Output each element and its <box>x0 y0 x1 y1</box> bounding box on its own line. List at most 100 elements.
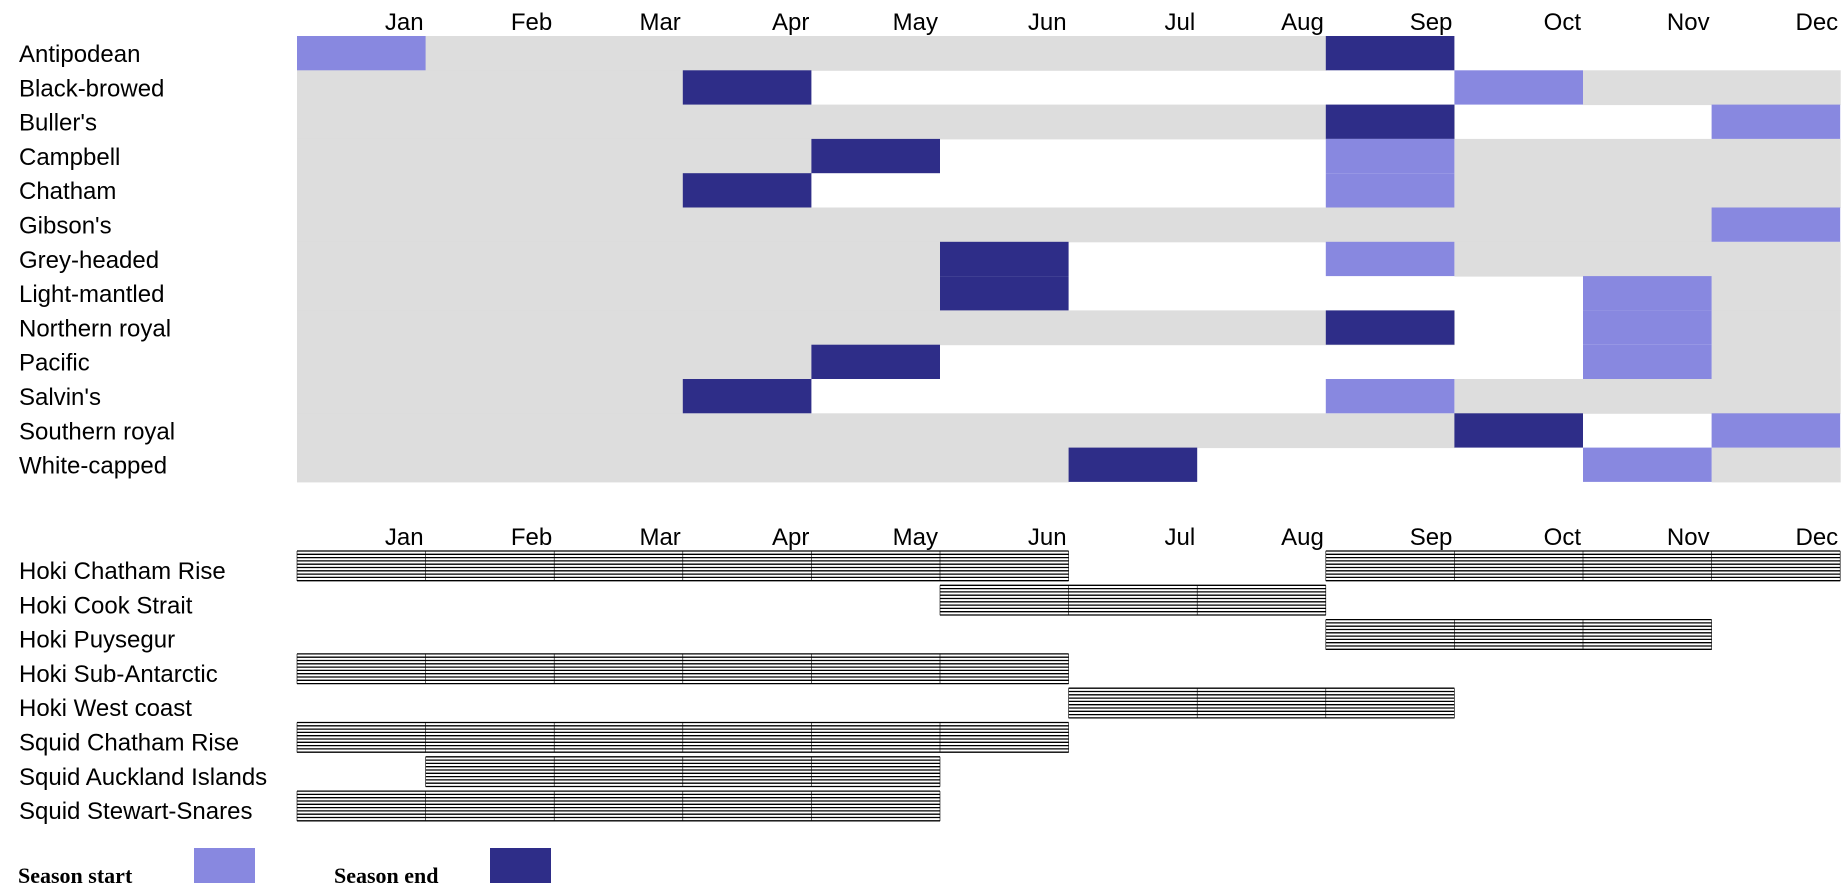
legend-end-swatch <box>490 848 551 883</box>
row-label: Salvin's <box>19 384 101 411</box>
row-label: Northern royal <box>19 315 171 342</box>
fishing-season-bar <box>1068 687 1455 719</box>
month-tick-label: Aug <box>1281 524 1324 551</box>
season-start-bar <box>1583 447 1712 482</box>
season-end-bar <box>1068 447 1198 482</box>
chart-text-layer: Jan Feb Mar Apr May Jun Jul Aug Sep Oct Nov Dec Anti… <box>19 9 1838 825</box>
row-label: Squid Auckland Islands <box>19 764 267 791</box>
breeding-period-bar <box>297 379 684 414</box>
row-label: Hoki West coast <box>19 695 192 722</box>
breeding-period-bar <box>297 70 684 106</box>
legend-start-label: Season start <box>18 863 133 888</box>
season-end-bar <box>811 138 940 174</box>
breeding-period-bar <box>1454 173 1841 208</box>
row-label: Squid Stewart-Snares <box>19 798 252 825</box>
month-tick-label: Jan <box>385 524 424 551</box>
legend-start-swatch <box>194 848 255 883</box>
fishing-season-bar <box>425 756 941 788</box>
month-tick-label: Feb <box>511 9 552 36</box>
season-start-bar <box>1711 413 1841 448</box>
month-tick-label: Mar <box>639 524 680 551</box>
breeding-period-bar <box>297 344 812 380</box>
row-label: Gibson's <box>19 213 112 240</box>
row-label: Hoki Sub-Antarctic <box>19 661 218 688</box>
breeding-period-bar <box>297 207 1713 243</box>
breeding-period-bar <box>297 173 684 208</box>
season-end-bar <box>1325 104 1455 139</box>
season-start-bar <box>1325 173 1455 208</box>
season-start-bar <box>1711 207 1841 242</box>
season-end-bar <box>811 344 940 379</box>
row-label: Campbell <box>19 144 120 171</box>
season-start-bar <box>1325 138 1455 174</box>
fishing-season-bar <box>296 721 1069 753</box>
fishing-season-bar <box>296 790 941 822</box>
month-tick-label: Sep <box>1410 524 1453 551</box>
chart-background-layer <box>297 36 1841 483</box>
month-tick-label: Nov <box>1667 9 1710 36</box>
month-tick-label: Oct <box>1544 9 1582 36</box>
legend: Season start Season end <box>18 848 551 888</box>
fishing-season-bar <box>1325 550 1841 582</box>
breeding-period-bar <box>297 413 1455 449</box>
breeding-period-bar <box>1711 310 1841 346</box>
month-tick-label: Feb <box>511 524 552 551</box>
season-end-bar <box>940 241 1069 277</box>
season-start-bar <box>1454 70 1583 105</box>
month-tick-label: Apr <box>772 9 809 36</box>
row-label: Pacific <box>19 350 90 377</box>
row-label: Hoki Chatham Rise <box>19 558 226 585</box>
month-tick-label: Nov <box>1667 524 1710 551</box>
month-tick-label: Sep <box>1410 9 1453 36</box>
season-end-bar <box>682 70 812 105</box>
month-tick-label: Jun <box>1028 9 1067 36</box>
month-tick-label: Dec <box>1796 9 1839 36</box>
season-end-bar <box>1325 36 1455 71</box>
row-label: Antipodean <box>19 41 140 68</box>
month-tick-label: May <box>893 524 938 551</box>
row-label: Hoki Puysegur <box>19 627 175 654</box>
row-label: Grey-headed <box>19 247 159 274</box>
row-label: Buller's <box>19 110 97 137</box>
season-end-bar <box>682 173 812 208</box>
breeding-period-bar <box>1711 276 1841 311</box>
season-start-bar <box>297 36 426 71</box>
season-start-bar <box>1583 344 1712 379</box>
season-start-bar <box>1583 276 1712 311</box>
fishing-season-bar <box>1325 618 1712 650</box>
row-label: Squid Chatham Rise <box>19 730 239 757</box>
breeding-period-bar <box>297 447 1070 483</box>
month-tick-label: Jul <box>1165 9 1196 36</box>
season-start-bar <box>1325 379 1455 414</box>
month-tick-label: Apr <box>772 524 809 551</box>
season-end-bar <box>682 379 812 414</box>
row-label: Southern royal <box>19 418 175 445</box>
breeding-period-bar <box>297 241 941 277</box>
fishing-season-bar <box>296 550 1069 582</box>
season-start-bar <box>1583 310 1712 345</box>
breeding-period-bar <box>297 276 941 311</box>
breeding-period-bar <box>1711 344 1841 380</box>
row-label: Black-browed <box>19 75 164 102</box>
season-start-bar <box>1711 104 1841 139</box>
breeding-period-bar <box>297 138 812 174</box>
breeding-period-bar <box>1583 70 1841 106</box>
month-tick-label: Jan <box>385 9 424 36</box>
row-label: White-capped <box>19 453 167 480</box>
breeding-period-bar <box>297 310 1455 346</box>
breeding-period-bar <box>1454 379 1841 414</box>
season-end-bar <box>1454 413 1583 448</box>
month-tick-label: Mar <box>639 9 680 36</box>
breeding-period-bar <box>1454 138 1841 174</box>
breeding-period-bar <box>297 36 1327 71</box>
chart-marks-layer <box>296 36 1841 822</box>
month-tick-label: Jul <box>1165 524 1196 551</box>
breeding-period-bar <box>1454 241 1841 277</box>
breeding-period-bar <box>1711 447 1841 483</box>
row-label: Light-mantled <box>19 281 164 308</box>
season-end-bar <box>1325 310 1455 345</box>
row-label: Hoki Cook Strait <box>19 592 193 619</box>
fishing-season-bar <box>296 653 1069 685</box>
month-tick-label: Jun <box>1028 524 1067 551</box>
